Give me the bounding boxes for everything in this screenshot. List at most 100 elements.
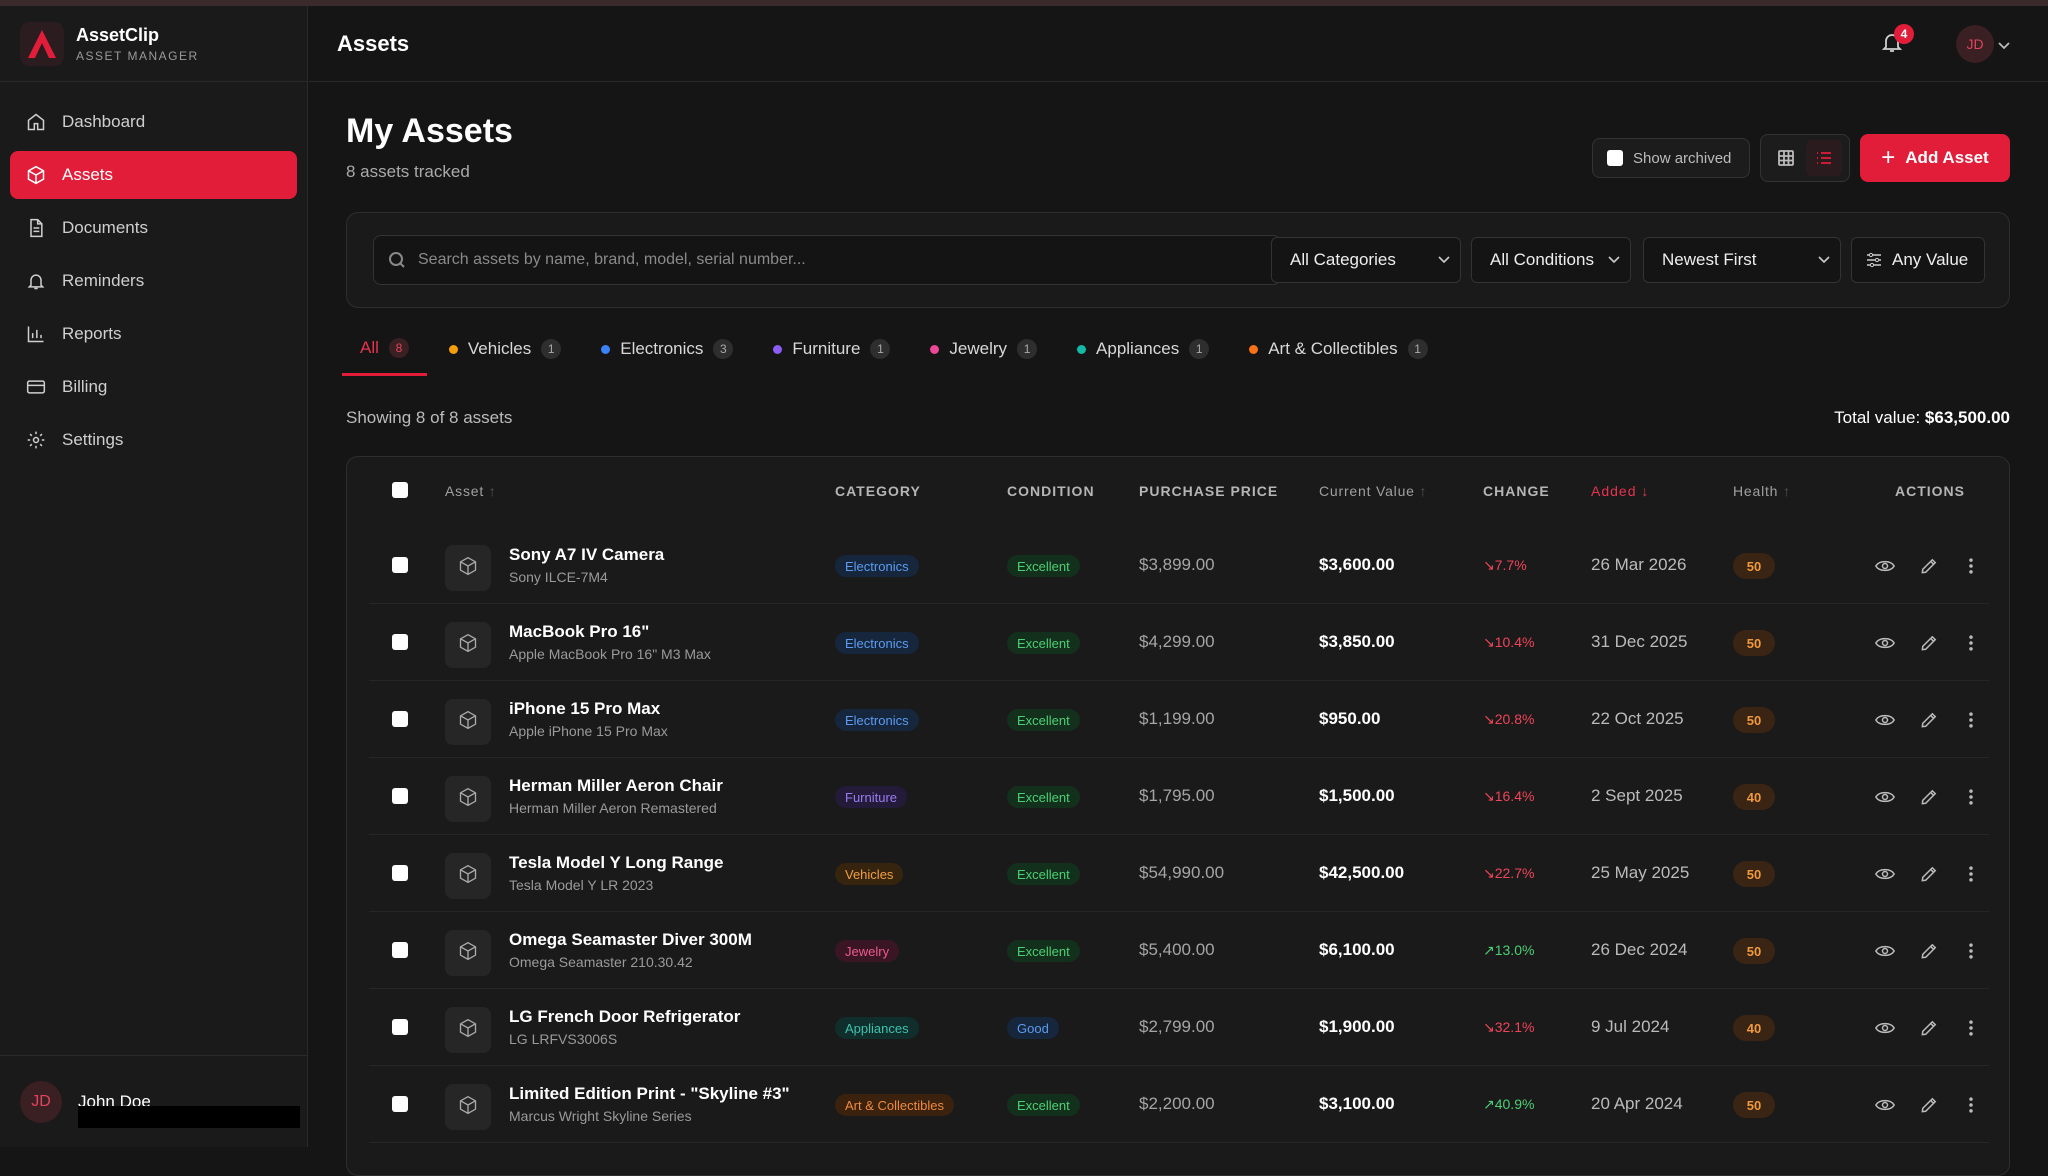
more-options-button[interactable] — [1961, 1095, 1981, 1115]
edit-button[interactable] — [1919, 1018, 1939, 1038]
tab-electronics[interactable]: Electronics 3 — [583, 322, 751, 376]
assetclip-logo-icon — [20, 21, 64, 66]
value-filter-button[interactable]: Any Value — [1851, 237, 1985, 283]
sidebar-item-reports[interactable]: Reports — [10, 310, 297, 358]
table-row[interactable]: Limited Edition Print - "Skyline #3" Mar… — [369, 1066, 1989, 1143]
more-vertical-icon — [1961, 866, 1981, 888]
more-options-button[interactable] — [1961, 633, 1981, 653]
more-options-button[interactable] — [1961, 864, 1981, 884]
more-options-button[interactable] — [1961, 787, 1981, 807]
column-health[interactable]: Health ↑ — [1733, 483, 1791, 499]
purchase-price: $3,899.00 — [1139, 555, 1215, 574]
row-checkbox[interactable] — [392, 711, 408, 727]
value-filter-label: Any Value — [1892, 250, 1969, 269]
asset-name[interactable]: Sony A7 IV Camera — [509, 545, 665, 564]
column-added[interactable]: Added ↓ — [1591, 483, 1650, 499]
chevron-down-icon — [1608, 256, 1620, 264]
tab-art-collectibles[interactable]: Art & Collectibles 1 — [1231, 322, 1445, 376]
user-profile[interactable]: JD John Doe — [0, 1055, 308, 1147]
health-badge: 50 — [1733, 861, 1775, 887]
row-checkbox[interactable] — [392, 865, 408, 881]
tab-jewelry[interactable]: Jewelry 1 — [912, 322, 1055, 376]
asset-name[interactable]: Limited Edition Print - "Skyline #3" — [509, 1084, 790, 1103]
table-row[interactable]: Omega Seamaster Diver 300M Omega Seamast… — [369, 912, 1989, 989]
sidebar-item-settings[interactable]: Settings — [10, 416, 297, 464]
sidebar-item-dashboard[interactable]: Dashboard — [10, 98, 297, 146]
more-options-button[interactable] — [1961, 1018, 1981, 1038]
sort-select[interactable]: Newest First — [1643, 237, 1841, 283]
more-options-button[interactable] — [1961, 556, 1981, 576]
sidebar-item-billing[interactable]: Billing — [10, 363, 297, 411]
category-select[interactable]: All Categories — [1271, 237, 1461, 283]
condition-select[interactable]: All Conditions — [1471, 237, 1631, 283]
edit-button[interactable] — [1919, 864, 1939, 884]
tab-vehicles[interactable]: Vehicles 1 — [431, 322, 579, 376]
table-row[interactable]: LG French Door Refrigerator LG LRFVS3006… — [369, 989, 1989, 1066]
show-archived-checkbox[interactable] — [1607, 150, 1623, 166]
sidebar-item-assets[interactable]: Assets — [10, 151, 297, 199]
more-options-button[interactable] — [1961, 710, 1981, 730]
list-view-button[interactable] — [1806, 140, 1842, 176]
filter-panel: All Categories All Conditions Newest Fir… — [346, 212, 2010, 308]
edit-button[interactable] — [1919, 710, 1939, 730]
assets-table: Asset ↑ CATEGORY CONDITION PURCHASE PRIC… — [346, 456, 2010, 1176]
view-button[interactable] — [1874, 1095, 1896, 1115]
table-row[interactable]: iPhone 15 Pro Max Apple iPhone 15 Pro Ma… — [369, 681, 1989, 758]
edit-button[interactable] — [1919, 941, 1939, 961]
view-button[interactable] — [1874, 787, 1896, 807]
table-row[interactable]: MacBook Pro 16" Apple MacBook Pro 16" M3… — [369, 604, 1989, 681]
tab-count: 8 — [388, 337, 409, 358]
view-button[interactable] — [1874, 556, 1896, 576]
more-options-button[interactable] — [1961, 941, 1981, 961]
row-checkbox[interactable] — [392, 557, 408, 573]
row-checkbox[interactable] — [392, 1096, 408, 1112]
sidebar-item-documents[interactable]: Documents — [10, 204, 297, 252]
asset-name[interactable]: Herman Miller Aeron Chair — [509, 776, 723, 795]
asset-model: Apple iPhone 15 Pro Max — [509, 723, 668, 739]
asset-name[interactable]: LG French Door Refrigerator — [509, 1007, 741, 1026]
edit-button[interactable] — [1919, 633, 1939, 653]
row-checkbox[interactable] — [392, 942, 408, 958]
tab-appliances[interactable]: Appliances 1 — [1059, 322, 1227, 376]
asset-name[interactable]: Tesla Model Y Long Range — [509, 853, 724, 872]
tab-furniture[interactable]: Furniture 1 — [755, 322, 908, 376]
package-icon — [458, 1095, 478, 1120]
table-row[interactable]: Tesla Model Y Long Range Tesla Model Y L… — [369, 835, 1989, 912]
column-current-value[interactable]: Current Value ↑ — [1319, 483, 1428, 499]
row-checkbox[interactable] — [392, 1019, 408, 1035]
asset-name[interactable]: iPhone 15 Pro Max — [509, 699, 661, 718]
view-button[interactable] — [1874, 1018, 1896, 1038]
table-row[interactable]: Herman Miller Aeron Chair Herman Miller … — [369, 758, 1989, 835]
asset-name[interactable]: Omega Seamaster Diver 300M — [509, 930, 752, 949]
search-input[interactable] — [418, 251, 1268, 269]
asset-model: Apple MacBook Pro 16" M3 Max — [509, 646, 711, 662]
search-box[interactable] — [373, 235, 1281, 285]
select-all-checkbox[interactable] — [392, 482, 408, 498]
grid-view-button[interactable] — [1768, 140, 1804, 176]
add-asset-button[interactable]: + Add Asset — [1860, 134, 2010, 182]
asset-name[interactable]: MacBook Pro 16" — [509, 622, 650, 641]
tab-all[interactable]: All 8 — [342, 322, 427, 376]
category-badge: Vehicles — [835, 863, 904, 885]
table-row[interactable]: Sony A7 IV Camera Sony ILCE-7M4 Electron… — [369, 527, 1989, 604]
show-archived-toggle[interactable]: Show archived — [1592, 138, 1750, 178]
header-avatar[interactable]: JD — [1956, 25, 1994, 63]
edit-button[interactable] — [1919, 1095, 1939, 1115]
asset-thumbnail — [445, 853, 491, 899]
column-asset[interactable]: Asset ↑ — [445, 483, 497, 499]
edit-button[interactable] — [1919, 556, 1939, 576]
view-button[interactable] — [1874, 633, 1896, 653]
sidebar-item-reminders[interactable]: Reminders — [10, 257, 297, 305]
added-date: 25 May 2025 — [1591, 863, 1690, 882]
column-change: CHANGE — [1483, 483, 1550, 499]
chevron-down-icon[interactable] — [1998, 42, 2010, 50]
row-checkbox[interactable] — [392, 634, 408, 650]
row-checkbox[interactable] — [392, 788, 408, 804]
edit-button[interactable] — [1919, 787, 1939, 807]
notifications-button[interactable]: 4 — [1880, 24, 1914, 58]
brand[interactable]: AssetClip ASSET MANAGER — [0, 6, 307, 82]
view-button[interactable] — [1874, 941, 1896, 961]
purchase-price: $4,299.00 — [1139, 632, 1215, 651]
view-button[interactable] — [1874, 864, 1896, 884]
view-button[interactable] — [1874, 710, 1896, 730]
